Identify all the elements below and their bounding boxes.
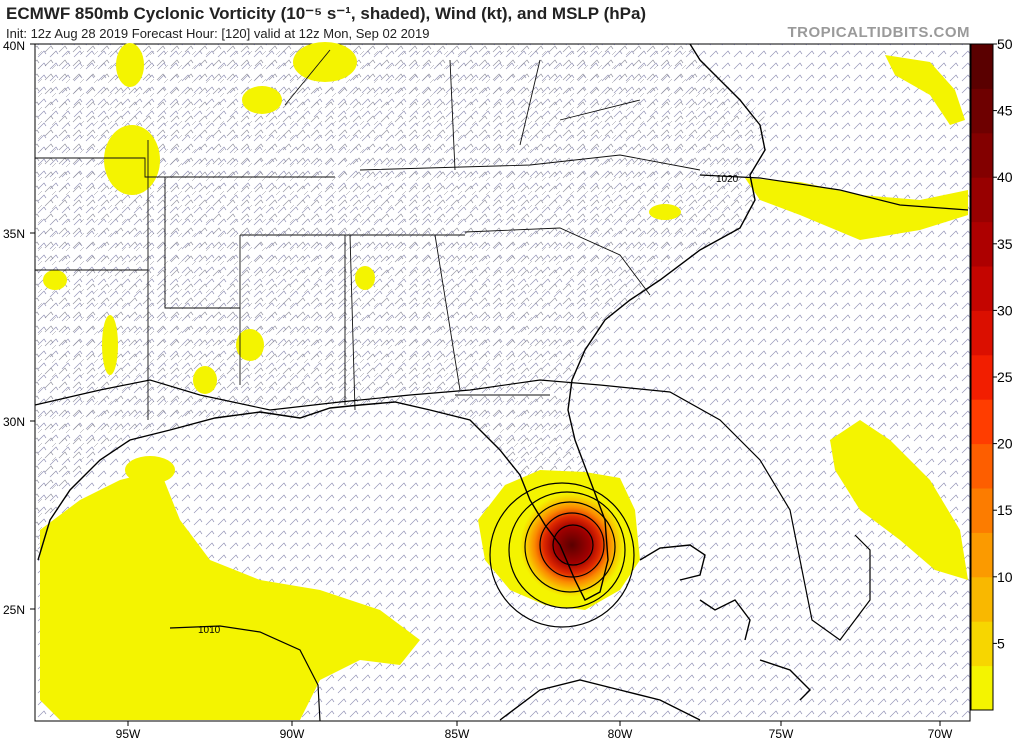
colorbar-tick-label: 20 <box>997 436 1013 452</box>
lon-label-85w: 85W <box>445 727 470 741</box>
colorbar-tick-label: 30 <box>997 302 1013 318</box>
colorbar <box>970 43 997 711</box>
lon-label-95w: 95W <box>116 727 141 741</box>
lat-label-35n: 35N <box>3 227 25 241</box>
colorbar-segment <box>971 621 993 667</box>
colorbar-segment <box>971 44 993 89</box>
lat-label-25n: 25N <box>3 603 25 617</box>
vorticity-shading <box>40 42 968 720</box>
latitude-ticks <box>30 43 35 610</box>
lon-label-90w: 90W <box>280 727 305 741</box>
colorbar-segment <box>971 132 993 178</box>
colorbar-tick-label: 10 <box>997 569 1013 585</box>
land-us <box>35 44 770 600</box>
longitude-ticks <box>127 721 941 726</box>
colorbar-segment <box>971 177 993 223</box>
colorbar-segment <box>971 88 993 134</box>
colorbar-segment <box>971 532 993 578</box>
lon-label-70w: 70W <box>928 727 953 741</box>
isobars <box>34 174 969 722</box>
brand-watermark: TROPICALTIDBITS.COM <box>787 24 970 41</box>
coastlines <box>37 43 811 721</box>
isobar-label-1020: 1020 <box>716 174 739 185</box>
chart-subtitle: Init: 12z Aug 28 2019 Forecast Hour: [12… <box>6 26 430 41</box>
chart-title: ECMWF 850mb Cyclonic Vorticity (10⁻⁵ s⁻¹… <box>6 4 647 23</box>
colorbar-tick-label: 45 <box>997 103 1013 119</box>
colorbar-tick-label: 15 <box>997 502 1013 518</box>
isobar-label-1010: 1010 <box>198 625 221 636</box>
colorbar-tick-label: 25 <box>997 369 1013 385</box>
latitude-labels: 40N 35N 30N 25N <box>3 39 25 617</box>
lon-label-80w: 80W <box>608 727 633 741</box>
colorbar-segment <box>971 221 993 267</box>
colorbar-tick-label: 50 <box>997 36 1013 52</box>
colorbar-tick-label: 35 <box>997 236 1013 252</box>
lat-label-40n: 40N <box>3 39 25 53</box>
colorbar-tick-label: 40 <box>997 169 1013 185</box>
colorbar-segment <box>971 576 993 622</box>
lat-label-30n: 30N <box>3 415 25 429</box>
colorbar-labels: 50 45 40 35 30 25 20 15 10 5 <box>997 36 1013 651</box>
state-borders <box>35 49 701 420</box>
colorbar-segment <box>971 399 993 445</box>
colorbar-segment <box>971 443 993 489</box>
colorbar-segment <box>971 354 993 400</box>
colorbar-segment <box>971 310 993 356</box>
colorbar-segment <box>971 665 993 711</box>
colorbar-segment <box>971 488 993 533</box>
colorbar-segment <box>971 266 993 311</box>
lon-label-75w: 75W <box>769 727 794 741</box>
longitude-labels: 95W 90W 85W 80W 75W 70W <box>116 727 953 741</box>
colorbar-tick-label: 5 <box>997 635 1005 651</box>
